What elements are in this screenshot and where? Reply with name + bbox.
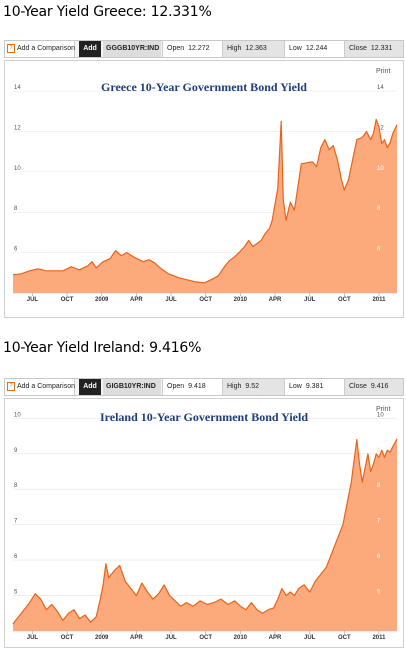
x-tick-label: JUL [165,297,177,303]
x-tick-label: OCT [338,635,351,641]
question-icon: ? [7,43,15,53]
x-tick-label: APR [130,297,143,303]
y-tick-label-right: 10 [377,412,384,418]
close-label: Close [349,45,367,52]
x-tick-label: APR [269,635,282,641]
high-label: High [227,383,242,390]
x-tick-label: 2011 [372,297,386,303]
ireland-chart-frame: Print 1010998877665598765JULOCT2009APRJU… [4,398,404,648]
close-label: Close [349,383,367,390]
x-tick-label: JUL [304,635,316,641]
low-stat: Low 9.381 [284,379,344,395]
high-stat: High 9.52 [222,379,284,395]
high-stat: High 12.363 [222,41,284,57]
low-value: 9.381 [305,383,324,390]
y-tick-label-right-overlay: 10 [377,166,384,172]
greece-chart-frame: Print 14141212101088661086JULOCT2009APRJ… [4,60,404,318]
y-tick-label-left: 9 [14,448,18,454]
open-label: Open [167,45,185,52]
greece-panel: 10-Year Yield Greece: 12.331% ? Add a Com… [3,4,404,318]
low-stat: Low 12.244 [284,41,344,57]
x-tick-label: 2009 [95,297,109,303]
x-tick-label: JUL [165,635,177,641]
y-tick-label-right: 12 [377,125,384,131]
y-tick-label-right-overlay: 9 [377,448,381,454]
y-tick-label-left: 12 [14,125,21,131]
x-tick-label: OCT [199,635,212,641]
y-tick-label-right-overlay: 8 [377,483,381,489]
y-tick-label-left: 8 [14,206,18,212]
low-label: Low [289,383,302,390]
low-label: Low [289,45,302,52]
print-link[interactable]: Print [376,406,391,413]
ireland-heading: 10-Year Yield Ireland: 9.416% [3,340,202,356]
x-tick-label: 2010 [234,635,248,641]
series-area [13,438,397,631]
series-area [13,119,397,294]
low-value: 12.244 [305,45,328,52]
chart-title: Ireland 10-Year Government Bond Yield [100,410,308,424]
x-tick-label: OCT [338,297,351,303]
x-tick-label: 2010 [234,297,248,303]
high-label: High [227,45,242,52]
ireland-panel: 10-Year Yield Ireland: 9.416% ? Add a Com… [0,330,406,653]
add-comparison-button[interactable]: ? Add a Comparison [5,379,75,395]
x-tick-label: OCT [199,297,212,303]
close-stat: Close 9.416 [344,379,403,395]
open-value: 12.272 [188,45,210,52]
add-button[interactable]: Add [79,41,101,57]
y-tick-label-left: 6 [14,247,18,253]
y-tick-label-left: 14 [14,85,21,91]
y-tick-label-left: 6 [14,554,18,560]
close-value: 9.416 [370,383,389,390]
add-comparison-label: Add a Comparison [17,383,75,390]
x-tick-label: OCT [61,635,74,641]
y-tick-label-right-overlay: 6 [377,554,381,560]
x-tick-label: JUL [27,635,39,641]
series-line [12,118,398,284]
y-tick-label-left: 10 [14,166,21,172]
x-tick-label: APR [269,297,282,303]
question-icon: ? [7,381,15,391]
x-tick-label: 2009 [95,635,109,641]
high-value: 9.52 [245,383,260,390]
open-value: 9.418 [188,383,206,390]
open-stat: Open 12.272 [162,41,222,57]
ticker-label: GGGB10YR:IND [103,41,161,57]
greece-heading: 10-Year Yield Greece: 12.331% [3,4,212,20]
add-comparison-button[interactable]: ? Add a Comparison [5,41,75,57]
open-stat: Open 9.418 [162,379,222,395]
open-label: Open [167,383,185,390]
x-tick-label: 2011 [372,635,386,641]
x-tick-label: JUL [27,297,39,303]
greece-chart: 14141212101088661086JULOCT2009APRJULOCT2… [12,80,398,303]
ireland-toolbar: ? Add a Comparison Add GIGB10YR:IND Open 9… [4,378,404,396]
add-comparison-label: Add a Comparison [17,45,75,52]
y-tick-label-right: 9 [377,448,381,454]
y-tick-label-left: 7 [14,519,18,525]
y-tick-label-right-overlay: 7 [377,519,381,525]
y-tick-label-left: 8 [14,483,18,489]
x-tick-label: JUL [304,297,316,303]
chart-title: Greece 10-Year Government Bond Yield [101,80,307,94]
y-tick-label-left: 5 [14,590,18,596]
y-tick-label-right-overlay: 6 [377,247,381,253]
ireland-chart: 1010998877665598765JULOCT2009APRJULOCT20… [12,410,398,641]
add-button[interactable]: Add [79,379,101,395]
x-tick-label: APR [130,635,143,641]
x-tick-label: OCT [61,297,74,303]
series-line [12,438,398,625]
high-value: 12.363 [245,45,267,52]
y-tick-label-left: 10 [14,412,21,418]
greece-toolbar: ? Add a Comparison Add GGGB10YR:IND Open 1… [4,40,404,58]
close-stat: Close 12.331 [344,41,403,57]
ticker-label: GIGB10YR:IND [103,379,161,395]
print-link[interactable]: Print [376,68,391,75]
y-tick-label-right: 14 [377,85,384,91]
close-value: 12.331 [370,45,393,52]
y-tick-label-right-overlay: 8 [377,206,381,212]
y-tick-label-right-overlay: 5 [377,590,381,596]
